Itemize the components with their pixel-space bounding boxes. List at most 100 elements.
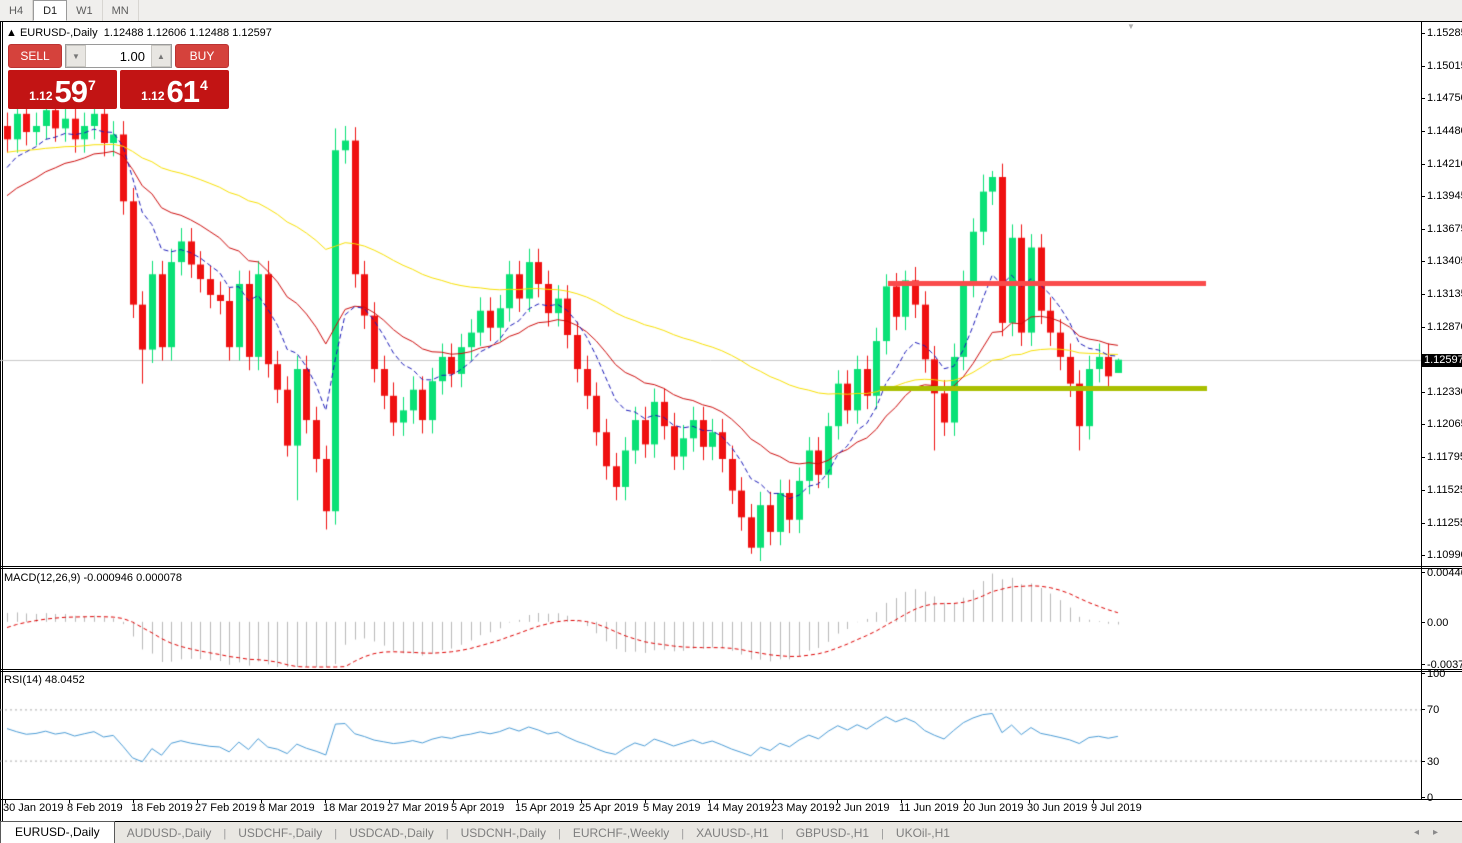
symbol-tab-eurchfweekly[interactable]: EURCHF-,Weekly	[572, 826, 670, 840]
rsi-axis-tick	[1421, 709, 1425, 710]
date-axis-label: 8 Mar 2019	[259, 802, 315, 814]
price-axis-tick	[1421, 33, 1425, 34]
rsi-indicator-canvas[interactable]	[0, 671, 1421, 799]
macd-axis-label: 0.004465	[1427, 567, 1462, 579]
date-axis-tick	[261, 799, 262, 803]
price-axis-label: 1.13945	[1427, 189, 1462, 202]
sell-price-pip: 7	[88, 77, 96, 93]
macd-indicator-canvas[interactable]	[0, 569, 1421, 669]
date-axis-tick	[133, 799, 134, 803]
symbol-tab-eurusddaily[interactable]: EURUSD-,Daily	[0, 821, 115, 843]
price-axis-tick	[1421, 326, 1425, 328]
symbol-tab-ukoilh1[interactable]: UKOil-,H1	[895, 826, 950, 840]
price-axis-label: 1.12870	[1427, 320, 1462, 333]
rsi-panel-top-border	[0, 669, 1462, 670]
date-axis-label: 11 Jun 2019	[899, 802, 959, 814]
buy-button[interactable]: BUY	[175, 44, 229, 68]
timeframe-tab-d1[interactable]: D1	[33, 0, 68, 21]
price-axis-label: 1.15015	[1427, 59, 1462, 72]
macd-panel-top-border2	[0, 568, 1462, 569]
date-axis-label: 20 Jun 2019	[963, 802, 1024, 814]
date-axis-label: 14 May 2019	[707, 802, 771, 814]
macd-panel-top-border	[0, 566, 1462, 567]
macd-axis-label: -0.003715	[1427, 659, 1462, 671]
price-axis-left-border	[1421, 22, 1422, 799]
price-axis-label: 1.15285	[1427, 27, 1462, 39]
symbol-tab-usdcnhdaily[interactable]: USDCNH-,Daily	[460, 826, 546, 840]
symbol-tab-usdchfdaily[interactable]: USDCHF-,Daily	[238, 826, 323, 840]
date-axis-label: 27 Mar 2019	[387, 802, 449, 814]
symbol-tab-xauusdh1[interactable]: XAUUSD-,H1	[696, 826, 769, 840]
price-axis-label: 1.12330	[1427, 386, 1462, 399]
price-axis-label: 1.11795	[1427, 451, 1462, 464]
date-axis-tick	[837, 799, 838, 803]
price-axis-label: 1.14210	[1427, 157, 1462, 170]
date-axis-tick	[453, 799, 454, 803]
date-axis-label: 15 Apr 2019	[515, 802, 575, 814]
one-click-trading-panel: SELL ▼ 1.00 ▲ BUY 1.12 59 7 1.12 61 4	[8, 44, 229, 109]
price-axis-label: 1.13405	[1427, 255, 1462, 268]
price-axis-label: 1.14480	[1427, 124, 1462, 137]
volume-increase-button[interactable]: ▲	[151, 45, 171, 67]
tab-separator: |	[681, 828, 685, 840]
date-axis-tick	[517, 799, 518, 803]
date-axis-tick	[325, 799, 326, 803]
sell-button[interactable]: SELL	[8, 44, 62, 68]
symbol-tab-usdcaddaily[interactable]: USDCAD-,Daily	[349, 826, 434, 840]
price-axis-tick	[1421, 65, 1425, 67]
price-axis-label: 1.11255	[1427, 516, 1462, 529]
rsi-axis-tick	[1421, 673, 1425, 674]
price-axis-label: 1.14750	[1427, 92, 1462, 105]
price-chart-canvas[interactable]	[0, 22, 1421, 566]
price-axis-tick	[1421, 522, 1425, 524]
chart-window-top-border	[0, 21, 1462, 22]
buy-price-pip: 4	[200, 77, 208, 93]
volume-value[interactable]: 1.00	[119, 48, 145, 64]
rsi-axis-label: 100	[1427, 668, 1446, 680]
chart-title: ▲ EURUSD-,Daily 1.12488 1.12606 1.12488 …	[6, 27, 272, 39]
volume-spinner: ▼ 1.00 ▲	[65, 44, 172, 68]
price-axis-tick	[1421, 457, 1425, 459]
rsi-label: RSI(14) 48.0452	[4, 674, 85, 686]
timeframe-tab-h4[interactable]: H4	[0, 0, 34, 21]
price-axis-tick	[1421, 424, 1425, 426]
timeframe-tab-mn[interactable]: MN	[103, 0, 139, 21]
macd-axis-tick	[1421, 572, 1425, 573]
price-axis-tick	[1421, 261, 1425, 263]
symbol-tab-gbpusdh1[interactable]: GBPUSD-,H1	[795, 826, 870, 840]
date-axis-tick	[709, 799, 710, 803]
buy-price-button[interactable]: 1.12 61 4	[120, 70, 229, 109]
date-axis-label: 9 Jul 2019	[1091, 802, 1142, 814]
tab-separator: |	[445, 828, 449, 840]
buy-price-main: 61	[166, 74, 200, 109]
chart-shift-marker-icon[interactable]: ▼	[1127, 22, 1135, 31]
macd-values: -0.000946 0.000078	[83, 572, 182, 584]
date-axis-label: 25 Apr 2019	[579, 802, 639, 814]
rsi-axis-tick	[1421, 797, 1425, 798]
symbol-tab-audusddaily[interactable]: AUDUSD-,Daily	[126, 826, 212, 840]
price-axis-tick	[1421, 555, 1425, 556]
tab-scroll-arrows[interactable]: ◂▸	[1414, 827, 1452, 838]
price-axis-tick	[1421, 228, 1425, 230]
date-axis-label: 30 Jun 2019	[1027, 802, 1088, 814]
buy-price-prefix: 1.12	[141, 89, 165, 103]
collapse-triangle-icon[interactable]: ▲	[6, 27, 17, 39]
date-axis-tick	[965, 799, 966, 803]
timeframe-tab-w1[interactable]: W1	[67, 0, 103, 21]
price-axis-tick	[1421, 98, 1425, 100]
date-axis-tick	[1029, 799, 1030, 803]
volume-decrease-button[interactable]: ▼	[66, 45, 86, 67]
rsi-value: 48.0452	[44, 674, 85, 686]
date-axis-top-border	[0, 799, 1462, 800]
macd-axis-tick	[1421, 622, 1425, 623]
sell-price-button[interactable]: 1.12 59 7	[8, 70, 117, 109]
date-axis-tick	[5, 799, 6, 803]
timeframe-toolbar: H4 D1 W1 MN	[0, 0, 1462, 22]
date-axis-label: 27 Feb 2019	[195, 802, 257, 814]
bid-price-tag: 1.12597	[1422, 354, 1462, 367]
price-axis-tick	[1421, 130, 1425, 132]
tab-separator: |	[780, 828, 784, 840]
date-axis-label: 5 May 2019	[643, 802, 701, 814]
macd-axis-tick	[1421, 664, 1425, 665]
